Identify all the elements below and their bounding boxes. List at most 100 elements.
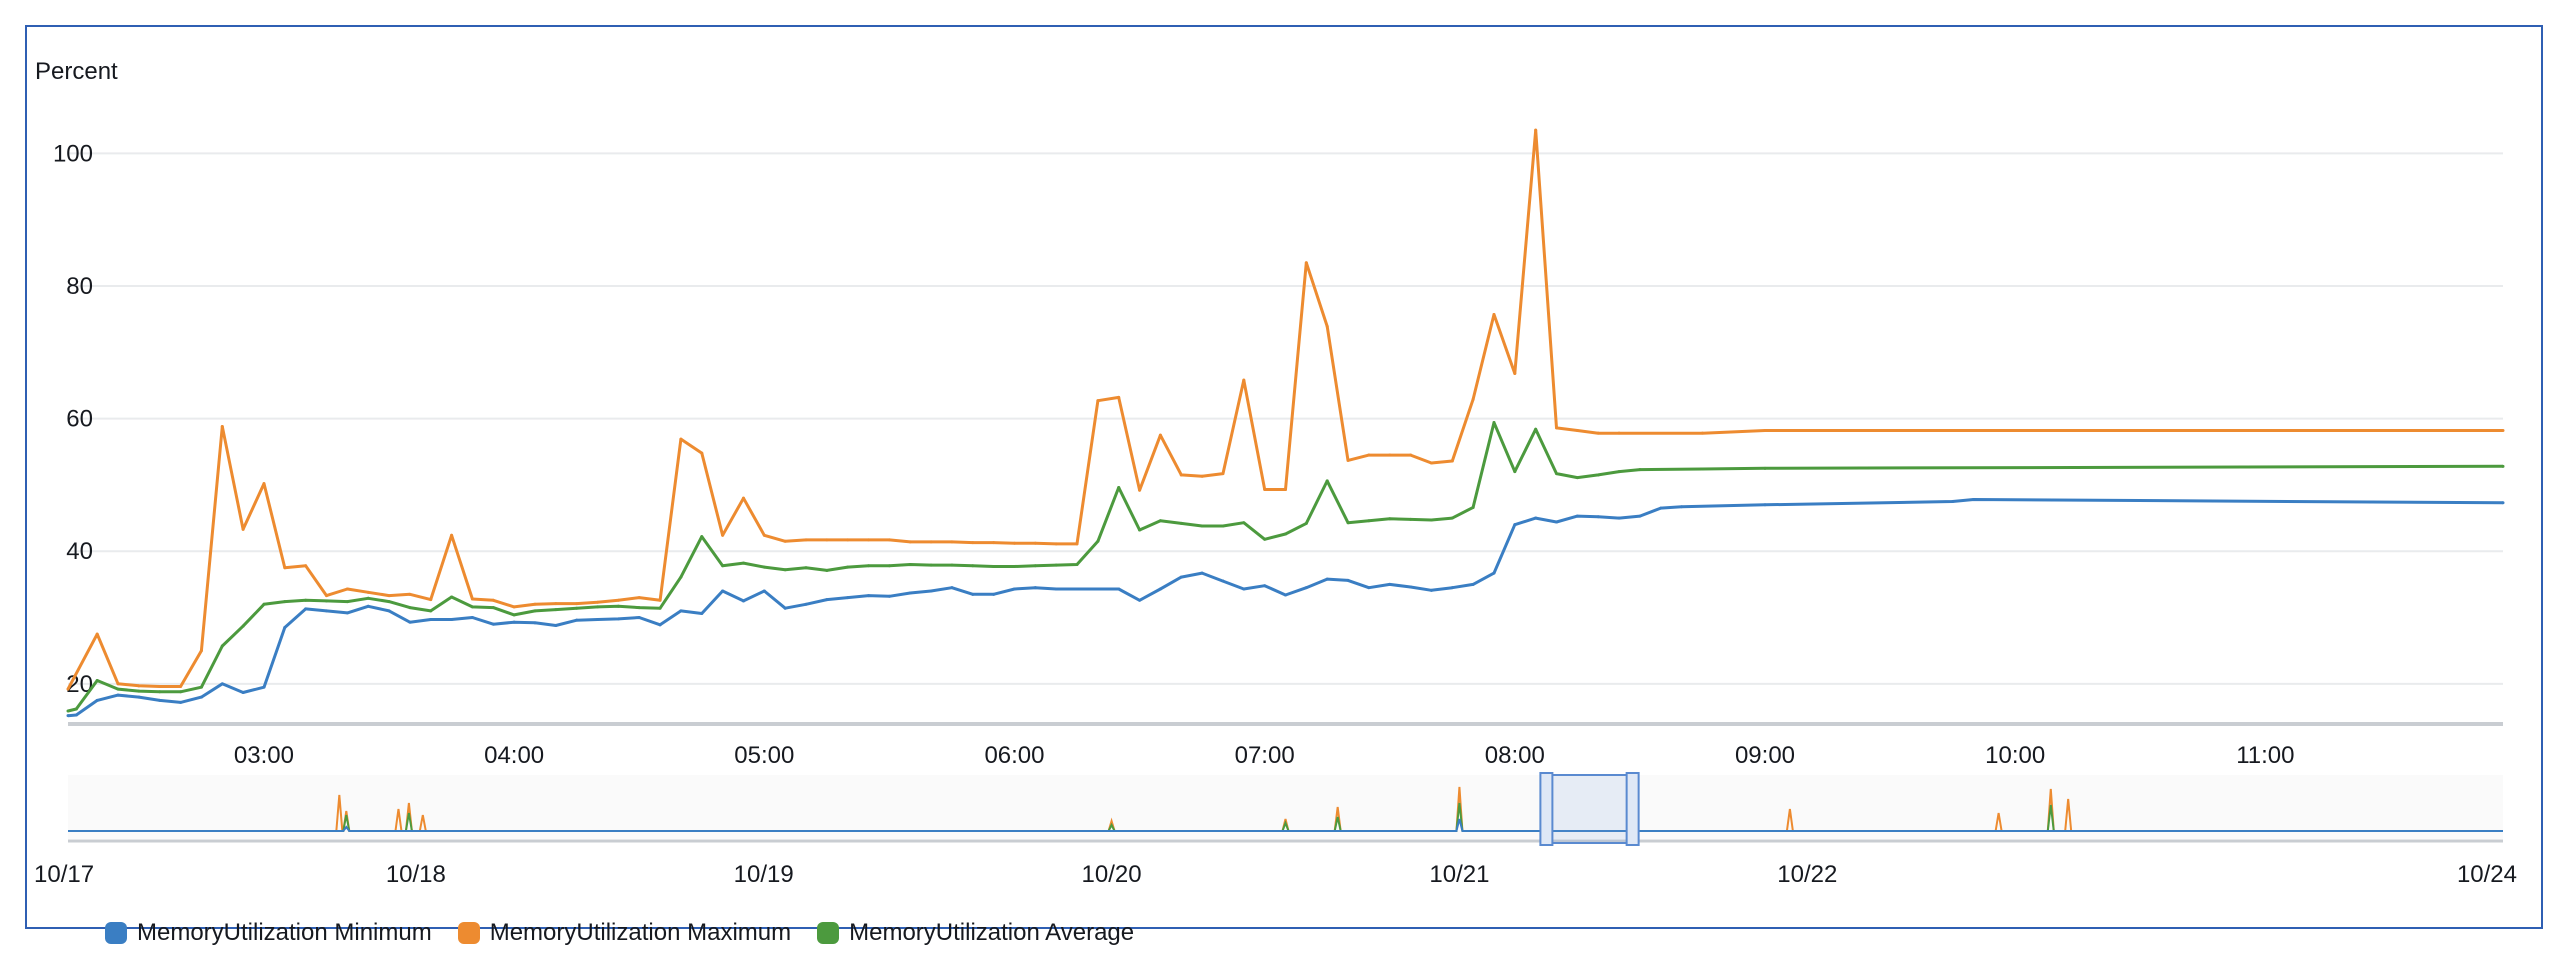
data-point: [679, 437, 683, 441]
data-point: [66, 714, 70, 718]
data-point: [199, 685, 203, 689]
data-point: [1054, 563, 1058, 567]
data-point: [1388, 517, 1392, 521]
overview-date-label: 10/24: [2457, 861, 2517, 888]
data-point: [637, 596, 641, 600]
data-point: [783, 539, 787, 543]
overview-date-label: 10/17: [34, 861, 94, 888]
data-point: [1158, 433, 1162, 437]
data-point: [241, 690, 245, 694]
data-point: [1054, 587, 1058, 591]
x-tick-label: 05:00: [734, 742, 794, 769]
data-point: [1054, 542, 1058, 546]
overview-handle-left[interactable]: [1539, 772, 1554, 846]
data-point: [220, 682, 224, 686]
legend-item-minimum[interactable]: MemoryUtilization Minimum: [105, 919, 432, 947]
data-point: [1200, 524, 1204, 528]
data-point: [1033, 586, 1037, 590]
data-point: [971, 541, 975, 545]
data-point: [1617, 431, 1621, 435]
data-point: [450, 533, 454, 537]
data-point: [1471, 582, 1475, 586]
data-point: [1534, 128, 1538, 132]
legend-item-average[interactable]: MemoryUtilization Average: [817, 919, 1134, 947]
data-point: [1367, 453, 1371, 457]
data-point: [1388, 582, 1392, 586]
data-point: [491, 606, 495, 610]
data-point: [137, 684, 141, 688]
data-point: [137, 689, 141, 693]
data-point: [1409, 517, 1413, 521]
data-point: [554, 602, 558, 606]
data-point: [700, 535, 704, 539]
data-point: [867, 538, 871, 542]
overview-handle-right[interactable]: [1625, 772, 1640, 846]
data-point: [721, 533, 725, 537]
data-point: [950, 586, 954, 590]
series-line-maximum[interactable]: [66, 128, 2503, 690]
data-point: [1096, 399, 1100, 403]
data-point: [345, 587, 349, 591]
data-point: [1513, 470, 1517, 474]
data-point: [366, 604, 370, 608]
data-point: [1492, 421, 1496, 425]
data-point: [116, 682, 120, 686]
data-point: [1471, 505, 1475, 509]
data-point: [971, 564, 975, 568]
data-point: [1388, 453, 1392, 457]
data-point: [408, 592, 412, 596]
series-line-average[interactable]: [67, 421, 2504, 713]
data-point: [74, 713, 78, 717]
data-point: [741, 599, 745, 603]
x-tick-label: 06:00: [984, 742, 1044, 769]
data-point: [804, 566, 808, 570]
data-point: [762, 533, 766, 537]
data-point: [116, 687, 120, 691]
data-point: [95, 632, 99, 636]
data-point: [783, 568, 787, 572]
data-point: [616, 598, 620, 602]
legend-label-average: MemoryUtilization Average: [849, 919, 1135, 946]
data-point: [1450, 516, 1454, 520]
data-point: [450, 618, 454, 622]
data-point: [66, 687, 70, 691]
data-point: [95, 679, 99, 683]
data-point: [241, 624, 245, 628]
data-point: [1450, 459, 1454, 463]
data-point: [1763, 466, 1767, 470]
data-point: [1513, 371, 1517, 375]
x-tick-label: 11:00: [2236, 742, 2294, 769]
data-point: [1534, 427, 1538, 431]
legend-swatch-minimum: [105, 922, 127, 944]
data-point: [1700, 431, 1704, 435]
y-tick-label: 100: [53, 140, 93, 167]
data-point: [908, 540, 912, 544]
data-point: [1367, 586, 1371, 590]
data-point: [1221, 524, 1225, 528]
data-point: [846, 565, 850, 569]
data-point: [700, 451, 704, 455]
data-point: [1179, 473, 1183, 477]
data-point: [1680, 505, 1684, 509]
data-point: [741, 496, 745, 500]
data-point: [1263, 488, 1267, 492]
data-point: [199, 695, 203, 699]
overview-date-label: 10/21: [1429, 861, 1489, 888]
overview-selection-window[interactable]: [1545, 774, 1634, 844]
legend-item-maximum[interactable]: MemoryUtilization Maximum: [457, 919, 791, 947]
data-point: [929, 563, 933, 567]
data-point: [1638, 468, 1642, 472]
data-point: [220, 425, 224, 429]
data-point: [429, 609, 433, 613]
data-point: [908, 562, 912, 566]
data-point: [1284, 532, 1287, 536]
data-point: [1117, 486, 1121, 490]
overview-navigator[interactable]: 10/17 10/18 10/19 10/20 10/21 10/22 10/24: [34, 772, 2517, 888]
data-point: [1075, 587, 1079, 591]
data-point: [658, 623, 662, 627]
data-point: [1138, 528, 1142, 532]
data-point: [1659, 506, 1663, 510]
data-point: [1242, 378, 1246, 382]
series-layer: [66, 128, 2505, 718]
